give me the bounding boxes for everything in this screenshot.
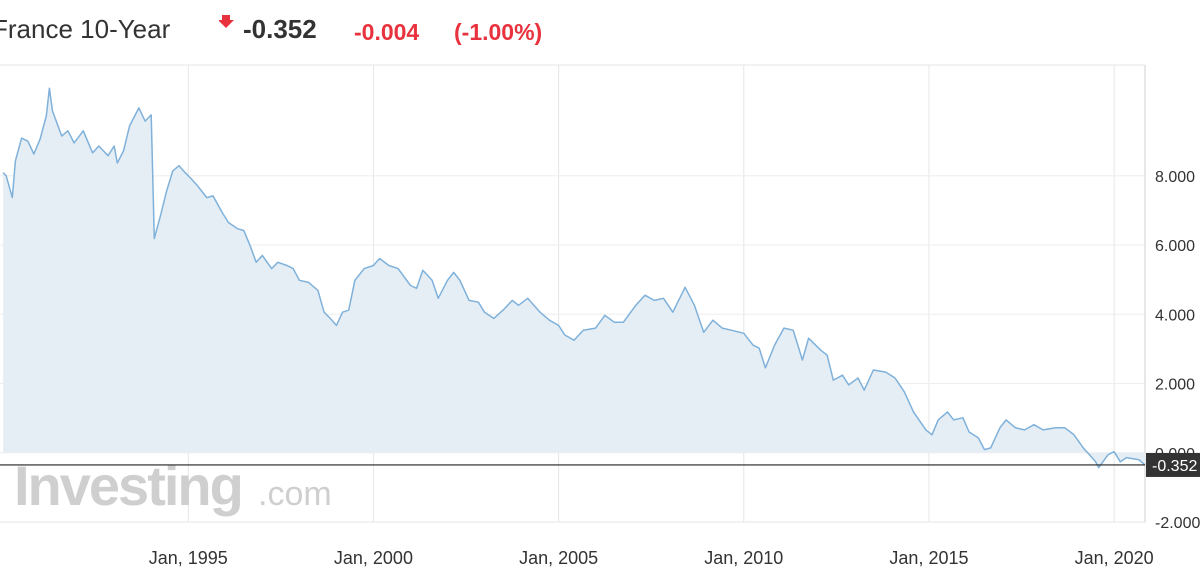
x-tick-label: Jan, 1995 bbox=[149, 548, 228, 568]
x-tick-label: Jan, 2020 bbox=[1075, 548, 1154, 568]
x-tick-label: Jan, 2010 bbox=[704, 548, 783, 568]
y-tick-label: 2.000 bbox=[1155, 377, 1195, 394]
x-tick-label: Jan, 2005 bbox=[519, 548, 598, 568]
area-fill bbox=[3, 88, 1146, 468]
change: -0.004 bbox=[354, 19, 420, 45]
down-arrow-icon bbox=[219, 15, 234, 28]
watermark: Investing bbox=[14, 454, 242, 517]
current-price-label: -0.352 bbox=[1152, 458, 1197, 475]
current-price-box bbox=[1146, 452, 1200, 477]
x-tick-label: Jan, 2000 bbox=[334, 548, 413, 568]
watermark-name: Investing bbox=[14, 454, 242, 517]
watermark-suffix: .com bbox=[258, 475, 332, 513]
arrow-shape bbox=[219, 15, 234, 28]
x-tick-label: Jan, 2015 bbox=[889, 548, 968, 568]
y-tick-label: 8.000 bbox=[1155, 169, 1195, 186]
y-tick-label: 6.000 bbox=[1155, 238, 1195, 255]
instrument-title: France 10-Year bbox=[0, 14, 171, 44]
last-price: -0.352 bbox=[243, 14, 317, 44]
change-percent: (-1.00%) bbox=[454, 19, 543, 45]
price-line bbox=[2, 87, 1146, 469]
y-tick-label: 4.000 bbox=[1155, 307, 1195, 324]
y-tick-label: -2.000 bbox=[1155, 515, 1200, 532]
